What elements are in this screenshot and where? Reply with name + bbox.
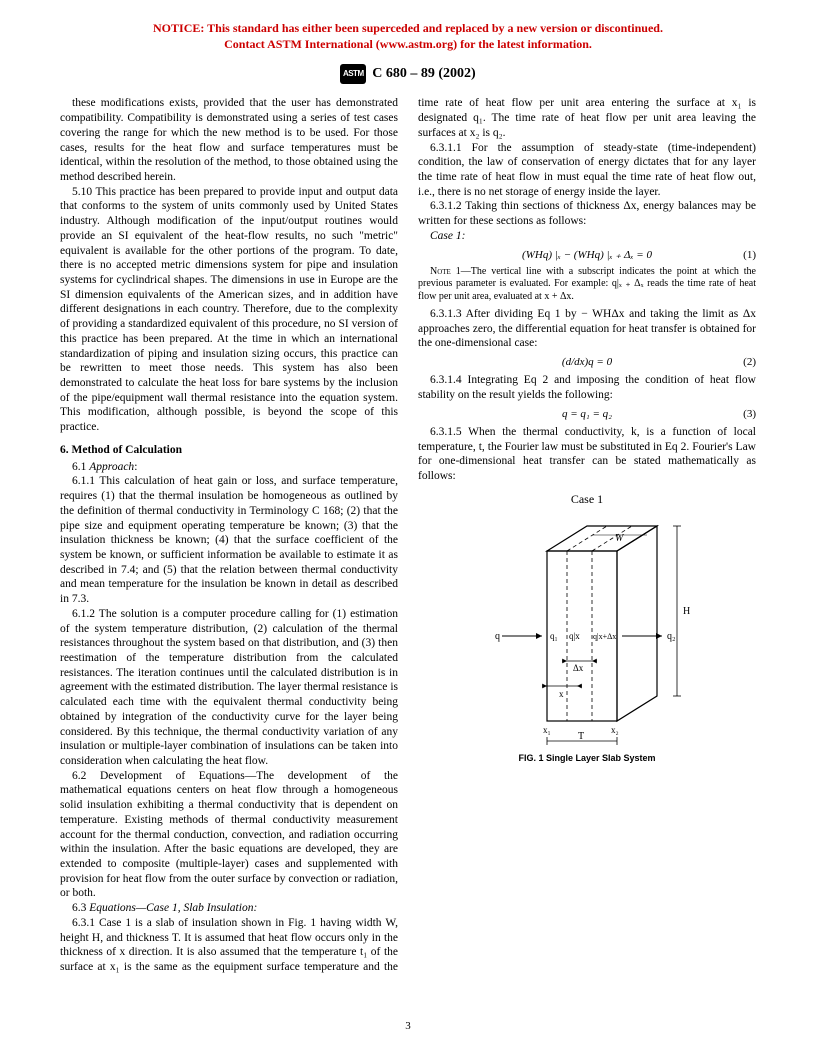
- eq1-num: (1): [743, 248, 756, 262]
- fig-label-x: x: [559, 689, 564, 699]
- notice-line2: Contact ASTM International (www.astm.org…: [224, 37, 592, 51]
- para-6-3-1-1: 6.3.1.1 For the assumption of steady-sta…: [418, 141, 756, 200]
- eq3-text: q = q₁ = q₂: [562, 408, 612, 420]
- case1-figure-label: Case 1: [418, 492, 756, 507]
- para-6-3-1-3: 6.3.1.3 After dividing Eq 1 by − WHΔx an…: [418, 307, 756, 351]
- eq2-text: (d/dx)q = 0: [562, 356, 612, 368]
- para-6-1-1: 6.1.1 This calculation of heat gain or l…: [60, 474, 398, 606]
- fig-label-x1: x₁: [543, 725, 551, 735]
- para-intro: these modifications exists, provided tha…: [60, 96, 398, 184]
- eq2-num: (2): [743, 355, 756, 369]
- fig-label-q1: q₁: [550, 631, 558, 641]
- para-6-3-1-5: 6.3.1.5 When the thermal conductivity, k…: [418, 425, 756, 484]
- fig-label-q: q: [495, 631, 500, 642]
- fig-label-W: W: [615, 533, 625, 544]
- para-6-2: 6.2 Development of Equations—The develop…: [60, 769, 398, 901]
- fig-label-qx: q|x: [569, 631, 580, 641]
- label-6-1: 6.1: [72, 461, 89, 473]
- astm-logo: ASTM: [340, 64, 366, 84]
- eq3-num: (3): [743, 407, 756, 421]
- equation-2: (d/dx)q = 0 (2): [418, 355, 756, 369]
- page-number: 3: [0, 1020, 816, 1032]
- italic-dev-eq: Development of Equations: [100, 770, 245, 782]
- fig-label-x2: x₂: [611, 725, 619, 735]
- italic-approach: Approach: [89, 461, 134, 473]
- fig-label-qxdx: q|x+Δx: [593, 632, 616, 641]
- case1-label-inline: Case 1:: [418, 229, 756, 244]
- fig-label-dx: Δx: [573, 663, 584, 673]
- note1-text: —The vertical line with a subscript indi…: [418, 266, 756, 303]
- doc-header: ASTM C 680 – 89 (2002): [0, 58, 816, 96]
- italic-eq-case1: Equations—Case 1, Slab Insulation:: [89, 902, 257, 914]
- para-5-10: 5.10 This practice has been prepared to …: [60, 185, 398, 435]
- note-1: Note 1—The vertical line with a subscrip…: [418, 266, 756, 304]
- figure-1-svg: q q₁ q|x q|x+Δx q₂ Δx x x₁ x₂ T W: [447, 511, 727, 751]
- notice-line1: NOTICE: This standard has either been su…: [153, 21, 663, 35]
- label-6-2: 6.2: [72, 770, 100, 782]
- para-6-3-1-2: 6.3.1.2 Taking thin sections of thicknes…: [418, 199, 756, 228]
- section-6-heading: 6. Method of Calculation: [60, 443, 398, 458]
- fig-label-q2: q₂: [667, 631, 676, 642]
- figure-1: Case 1 q q₁ q|x: [418, 492, 756, 765]
- para-6-1-2: 6.1.2 The solution is a computer procedu…: [60, 607, 398, 769]
- para-6-1: 6.1 Approach:: [60, 460, 398, 475]
- notice-banner: NOTICE: This standard has either been su…: [0, 0, 816, 58]
- eq1-text: (WHq) |ₓ − (WHq) |ₓ ₊ Δₓ = 0: [522, 249, 652, 261]
- label-6-3: 6.3: [72, 902, 89, 914]
- doc-designation: C 680 – 89 (2002): [372, 66, 475, 82]
- para-6-3-1-4: 6.3.1.4 Integrating Eq 2 and imposing th…: [418, 373, 756, 402]
- equation-3: q = q₁ = q₂ (3): [418, 407, 756, 421]
- figure-1-caption: FIG. 1 Single Layer Slab System: [418, 753, 756, 765]
- fig-label-T: T: [578, 731, 584, 742]
- document-body: these modifications exists, provided tha…: [0, 96, 816, 976]
- rest-6-2: —The development of the mathematical equ…: [60, 770, 398, 900]
- para-6-3: 6.3 Equations—Case 1, Slab Insulation:: [60, 901, 398, 916]
- equation-1: (WHq) |ₓ − (WHq) |ₓ ₊ Δₓ = 0 (1): [418, 248, 756, 262]
- note1-label: Note 1: [430, 266, 461, 277]
- fig-label-H: H: [683, 606, 690, 617]
